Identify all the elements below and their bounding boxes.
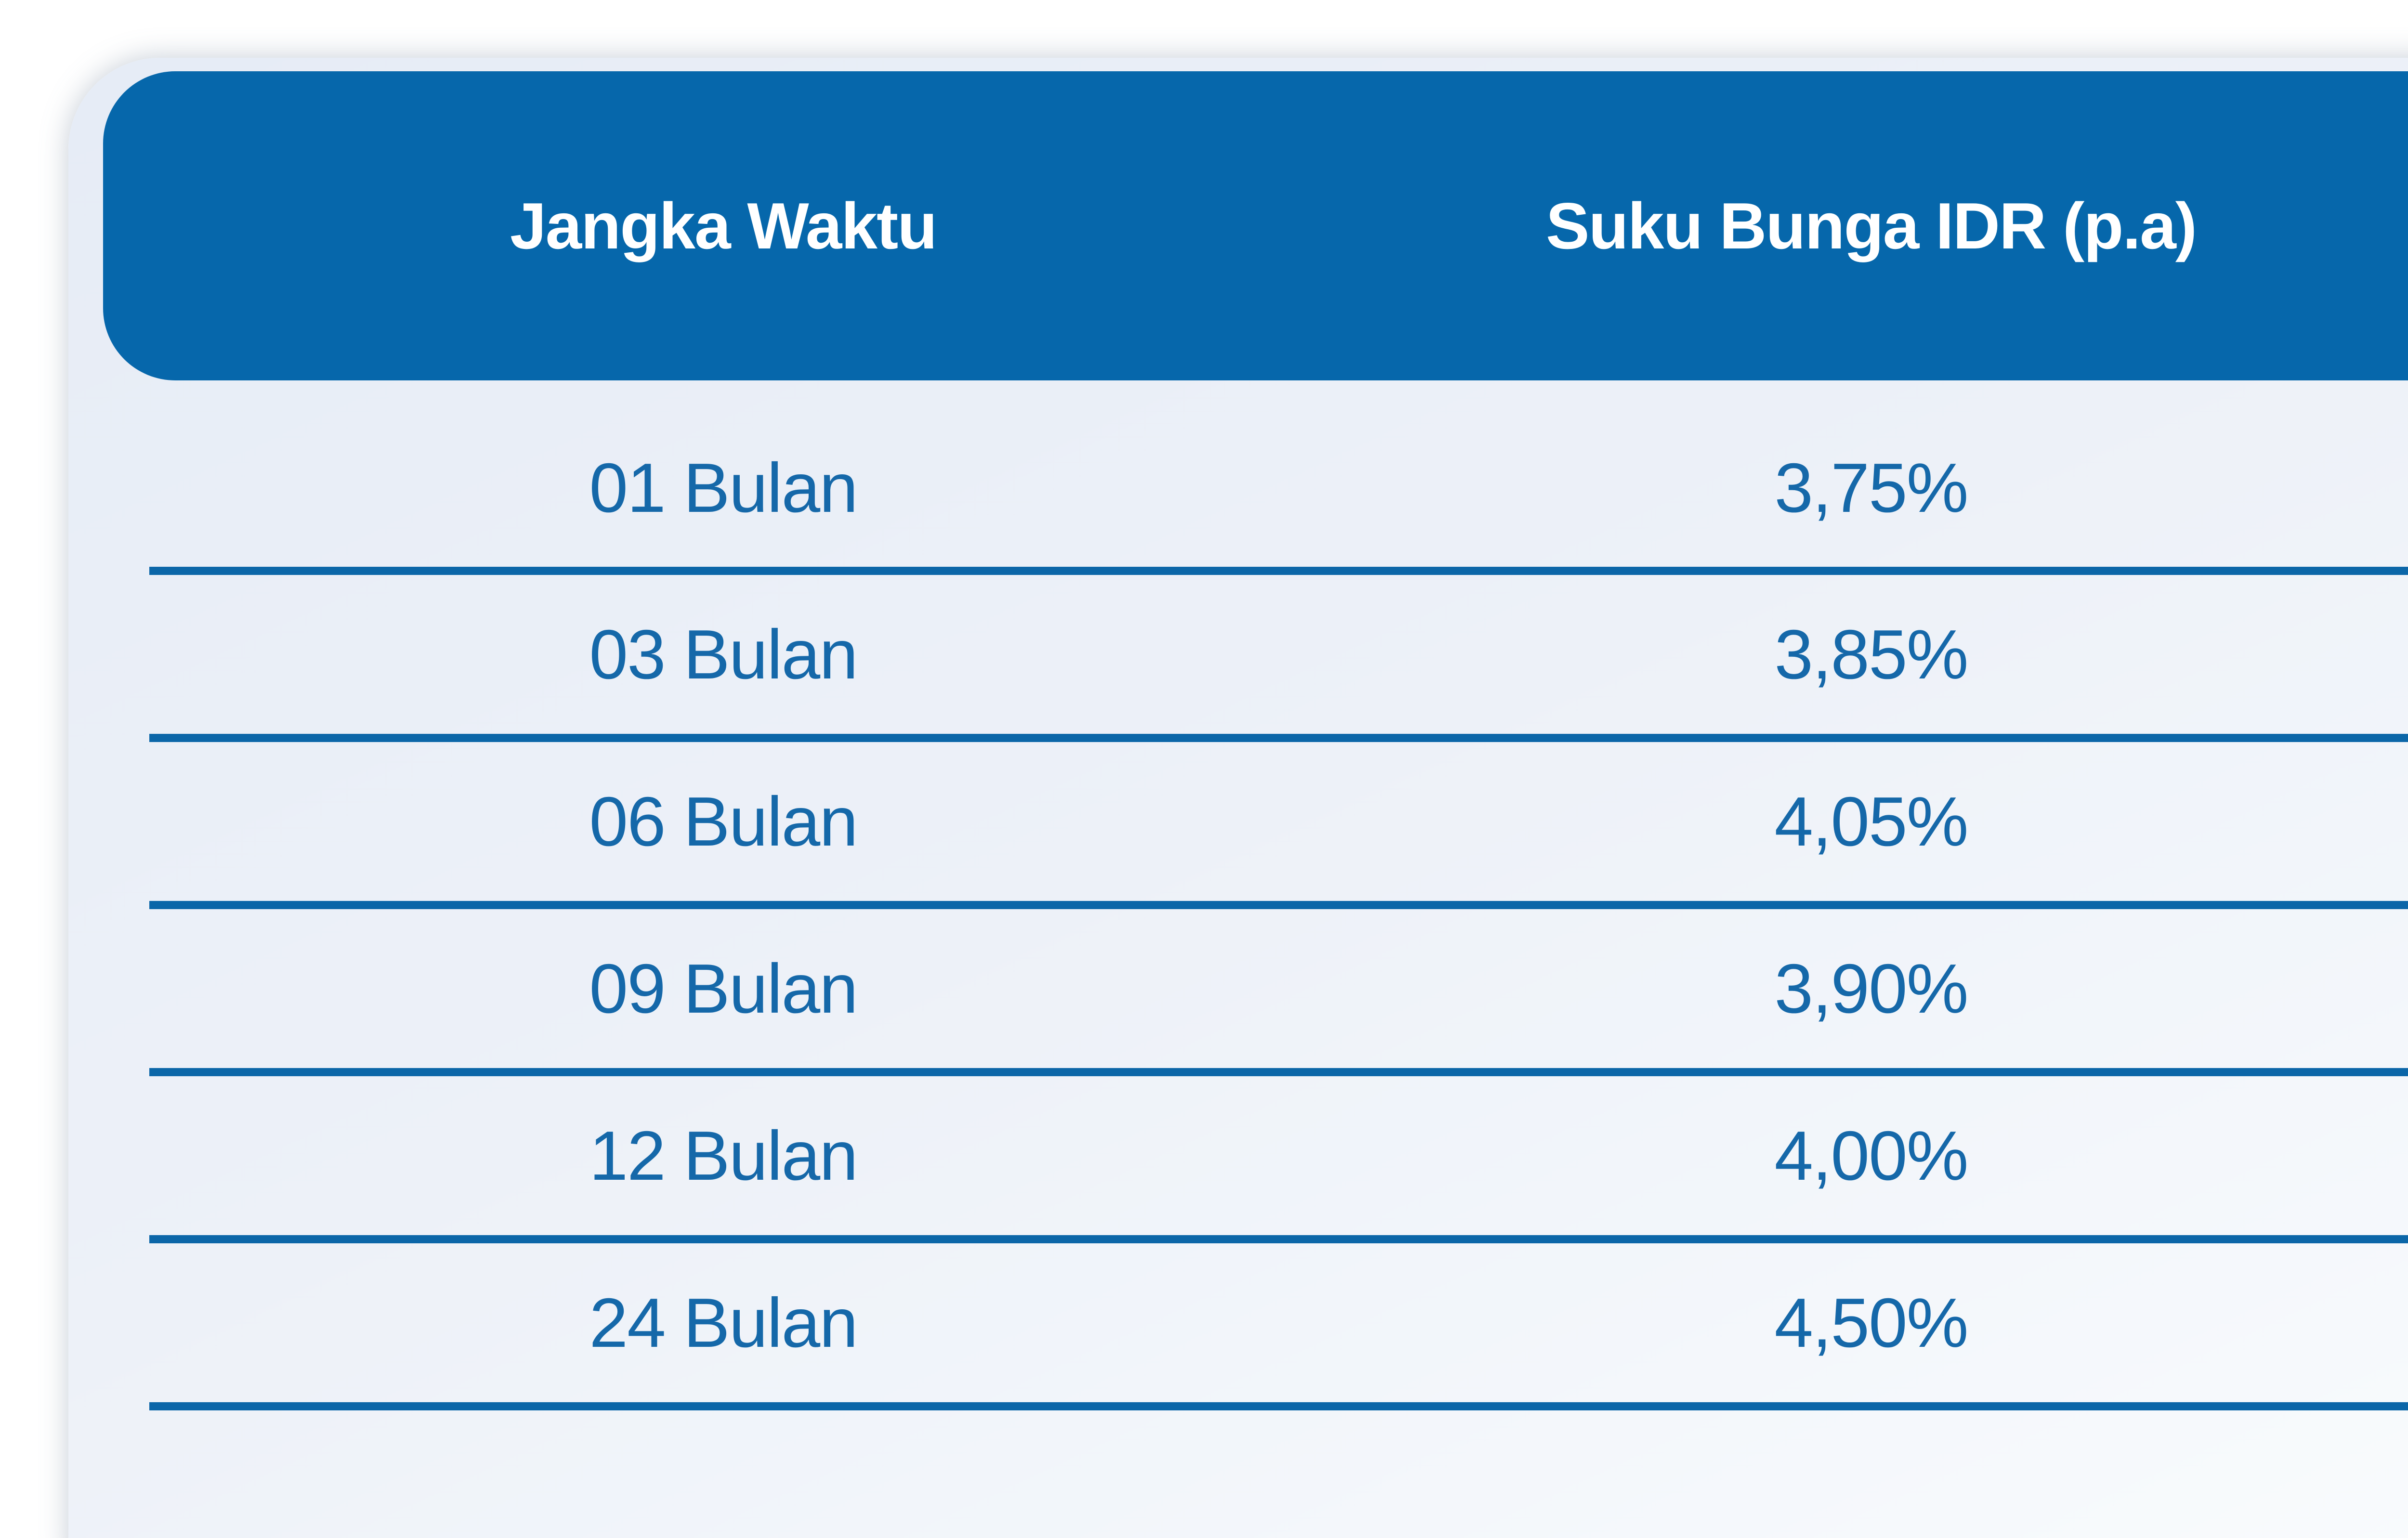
tenor-cell: 12 Bulan (589, 1116, 858, 1195)
idr-rate-cell: 3,85% (1774, 615, 1968, 693)
tenor-cell: 06 Bulan (589, 782, 858, 860)
tenor-cell: 01 Bulan (589, 449, 858, 527)
table-row: 12 Bulan 4,00% 3,25% (149, 1076, 2408, 1243)
idr-rate-cell: 3,75% (1774, 449, 1968, 527)
tenor-cell: 24 Bulan (589, 1283, 858, 1362)
table-row: 06 Bulan 4,05% 3,25% (149, 742, 2408, 909)
tenor-cell: 03 Bulan (589, 615, 858, 693)
idr-rate-cell: 4,50% (1774, 1283, 1968, 1362)
table-row: 03 Bulan 3,85% 3,00% (149, 575, 2408, 742)
table-header-row: Jangka Waktu Suku Bunga IDR (p.a) Suku B… (149, 71, 2408, 380)
table-header-bar (103, 71, 2408, 380)
column-header-jangka-waktu: Jangka Waktu (510, 189, 937, 262)
idr-rate-cell: 3,90% (1774, 949, 1968, 1028)
table-row: 24 Bulan 4,50% 3,75% (149, 1243, 2408, 1410)
table-row: 09 Bulan 3,90% 3,25% (149, 909, 2408, 1076)
rates-card: Jangka Waktu Suku Bunga IDR (p.a) Suku B… (68, 58, 2408, 1538)
rates-table-body: 01 Bulan 3,75% 2,75% 03 Bulan 3,85% 3,00… (149, 380, 2408, 1410)
idr-rate-cell: 4,05% (1774, 782, 1968, 860)
column-header-suku-bunga-idr: Suku Bunga IDR (p.a) (1545, 189, 2197, 262)
table-row: 01 Bulan 3,75% 2,75% (149, 380, 2408, 575)
idr-rate-cell: 4,00% (1774, 1116, 1968, 1195)
tenor-cell: 09 Bulan (589, 949, 858, 1028)
